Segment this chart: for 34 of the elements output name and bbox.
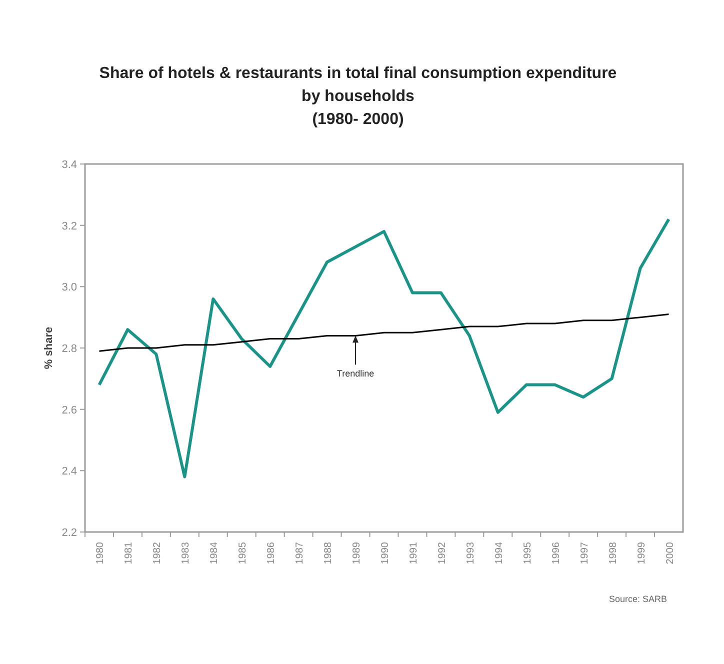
x-tick-label: 1994 xyxy=(494,542,505,564)
y-tick-label: 2.4 xyxy=(62,466,77,478)
x-tick-label: 1992 xyxy=(436,542,448,564)
x-tick-label: 1993 xyxy=(465,542,476,564)
y-tick-label: 3.2 xyxy=(62,220,77,232)
x-tick-label: 1984 xyxy=(209,542,220,564)
line-series xyxy=(98,218,670,478)
x-tick-label: 1985 xyxy=(238,542,249,564)
x-tick-label: 1981 xyxy=(124,542,135,564)
x-tick-label: 1999 xyxy=(636,542,648,564)
y-tick-label: 3.4 xyxy=(62,159,77,171)
y-tick-label: 2.6 xyxy=(62,404,77,416)
y-tick-label: 2.8 xyxy=(62,343,77,355)
x-tick-label: 1980 xyxy=(95,542,106,564)
x-tick-label: 1996 xyxy=(550,542,562,564)
x-tick-label: 1986 xyxy=(266,542,278,564)
x-tick-label: 1982 xyxy=(152,542,164,564)
x-tick-label: 1988 xyxy=(323,542,334,564)
y-tick-label: 3.0 xyxy=(62,282,77,294)
x-tick-label: 1991 xyxy=(408,542,420,564)
x-tick-label: 2000 xyxy=(664,542,676,564)
annotation: Trendline xyxy=(336,368,374,379)
source-note: Source: SARB xyxy=(608,594,667,604)
x-tick-label: 1987 xyxy=(294,542,306,564)
line-series xyxy=(98,314,670,352)
y-tick-label: 2.2 xyxy=(62,527,77,539)
x-tick-label: 1983 xyxy=(180,542,192,564)
chart-title: Share of hotels & restaurants in total final consumption expenditure by households (1980- 2000) xyxy=(99,65,617,128)
x-tick-label: 1989 xyxy=(352,542,363,564)
x-tick-label: 1997 xyxy=(579,542,590,564)
x-tick-label: 1998 xyxy=(608,542,619,564)
y-axis-title: % share xyxy=(43,326,55,370)
x-tick-label: 1990 xyxy=(380,542,391,564)
x-tick-label: 1995 xyxy=(522,542,534,564)
